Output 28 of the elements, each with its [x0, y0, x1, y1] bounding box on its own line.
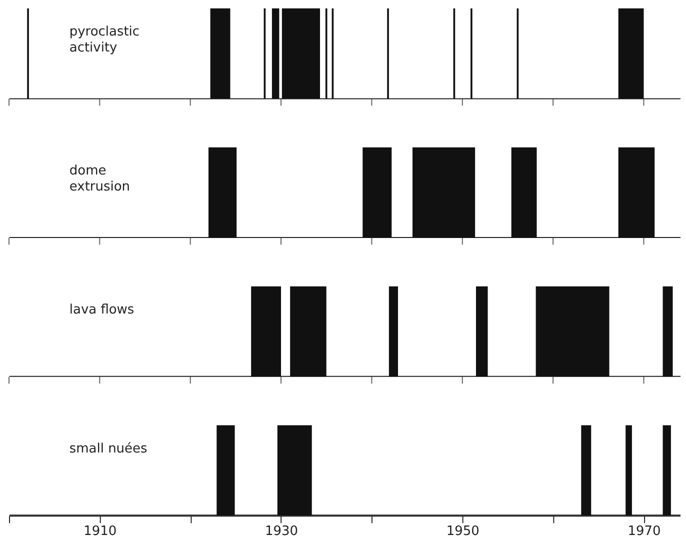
bar — [251, 286, 282, 377]
bar — [272, 8, 280, 99]
y-tick-label: lava flows — [69, 302, 134, 318]
bar — [626, 425, 632, 516]
bar — [581, 425, 592, 516]
bar — [511, 147, 537, 238]
bar — [282, 8, 320, 99]
bar — [618, 147, 655, 238]
bar — [208, 147, 237, 238]
x-tick-label: 1950 — [446, 524, 480, 540]
bar — [412, 147, 476, 238]
bar — [618, 8, 644, 99]
bar — [290, 286, 326, 377]
bar — [662, 286, 673, 377]
y-tick-label: small nuées — [69, 442, 148, 457]
bar — [210, 8, 230, 99]
bar — [662, 425, 671, 516]
y-tick-label: dome extrusion — [69, 164, 130, 195]
bar — [476, 286, 488, 377]
x-tick-label: 1910 — [84, 524, 117, 540]
y-tick-label: pyroclastic activity — [69, 24, 140, 56]
bar — [216, 425, 235, 516]
bar — [536, 286, 610, 377]
bar — [388, 286, 398, 377]
bar — [362, 147, 392, 238]
x-tick-label: 1930 — [265, 524, 298, 540]
x-tick-label: 1970 — [628, 524, 661, 540]
bar — [277, 425, 312, 516]
